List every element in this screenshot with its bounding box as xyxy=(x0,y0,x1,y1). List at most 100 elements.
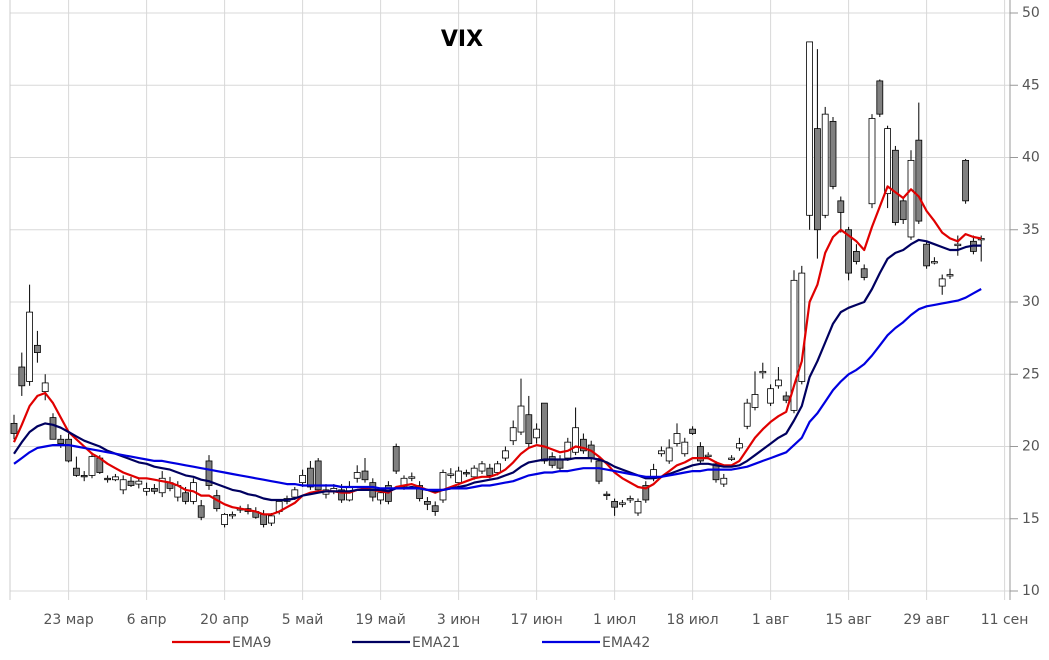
candle-body xyxy=(228,514,236,517)
candle-body xyxy=(150,488,158,492)
y-tick-label: 25 xyxy=(1022,366,1040,382)
candle-body xyxy=(541,402,548,462)
candle-body xyxy=(868,118,876,205)
x-tick-label: 19 май xyxy=(355,612,406,628)
candle-body xyxy=(494,463,502,473)
candle-body xyxy=(845,229,852,274)
candle-body xyxy=(182,492,190,502)
candle-body xyxy=(743,402,751,427)
candle-body xyxy=(306,467,314,488)
candle-body xyxy=(736,443,743,449)
candle-body xyxy=(548,456,556,466)
candle-body xyxy=(860,268,868,278)
y-tick-label: 20 xyxy=(1022,439,1040,455)
candle-body xyxy=(299,474,307,484)
candle-body xyxy=(400,477,408,488)
candle-body xyxy=(501,450,509,459)
x-tick-label: 17 июн xyxy=(510,612,562,628)
candle-body xyxy=(408,476,416,479)
candle-body xyxy=(291,489,299,498)
candle-body xyxy=(377,492,385,501)
candle-body xyxy=(423,501,431,505)
candle-body xyxy=(751,394,759,408)
candle-body xyxy=(338,489,346,501)
legend-label: EMA42 xyxy=(602,635,650,651)
x-tick-label: 23 мар xyxy=(43,612,93,628)
candle-body xyxy=(439,472,447,501)
y-tick-label: 50 xyxy=(1022,5,1040,21)
candle-body xyxy=(455,470,463,484)
ema-line xyxy=(13,238,982,502)
candle-body xyxy=(673,433,681,445)
candle-body xyxy=(509,427,517,442)
x-tick-label: 29 авг xyxy=(903,612,949,628)
ema-line xyxy=(13,288,982,491)
candle-body xyxy=(837,200,845,213)
candle-body xyxy=(806,41,813,216)
candle-body xyxy=(353,472,361,479)
candle-body xyxy=(486,467,494,476)
candle-body xyxy=(767,388,774,404)
x-tick-label: 3 июн xyxy=(437,612,480,628)
y-tick-label: 30 xyxy=(1022,294,1040,310)
candle-body xyxy=(720,477,728,485)
candle-body xyxy=(73,467,80,476)
candle-body xyxy=(892,149,899,223)
candle-body xyxy=(221,514,229,525)
candle-body xyxy=(462,472,470,475)
candle-body xyxy=(899,200,907,221)
candle-body xyxy=(361,470,369,481)
y-tick-label: 45 xyxy=(1022,77,1040,93)
candle-body xyxy=(938,278,946,287)
candle-body xyxy=(580,438,587,452)
candle-body xyxy=(915,139,923,222)
candle-body xyxy=(431,505,439,512)
x-tick-label: 15 авг xyxy=(825,612,871,628)
candle-body xyxy=(556,459,564,469)
candle-body xyxy=(572,427,579,453)
x-tick-label: 5 май xyxy=(282,612,324,628)
candle-body xyxy=(689,428,696,434)
candle-body xyxy=(143,488,151,492)
candle-body xyxy=(658,450,665,455)
candle-body xyxy=(923,243,930,267)
candle-body xyxy=(41,382,49,392)
candle-body xyxy=(112,476,119,481)
candle-body xyxy=(18,366,26,387)
y-tick-label: 40 xyxy=(1022,150,1040,166)
candle-body xyxy=(80,474,88,478)
candle-body xyxy=(954,243,962,247)
candle-body xyxy=(104,477,111,481)
candle-body xyxy=(626,498,634,501)
y-tick-label: 10 xyxy=(1022,583,1040,599)
candle-body xyxy=(267,515,275,524)
candle-body xyxy=(57,438,65,445)
candle-body xyxy=(884,128,891,195)
candle-body xyxy=(814,128,821,231)
candle-body xyxy=(782,395,790,401)
y-tick-label: 35 xyxy=(1022,222,1040,238)
candle-body xyxy=(759,370,767,374)
candle-body xyxy=(946,274,954,277)
candle-body xyxy=(642,485,650,501)
x-tick-label: 6 апр xyxy=(127,612,167,628)
candle-body xyxy=(525,414,533,445)
candle-body xyxy=(619,502,626,505)
candle-body xyxy=(416,485,424,499)
candle-body xyxy=(260,514,268,525)
candle-body xyxy=(853,251,860,262)
candle-body xyxy=(931,261,938,264)
candle-body xyxy=(392,446,400,472)
candle-body xyxy=(49,417,57,440)
candle-body xyxy=(775,379,782,387)
candle-body xyxy=(821,113,829,216)
ema-line xyxy=(12,185,982,516)
candle-body xyxy=(611,501,618,508)
candle-body xyxy=(681,441,689,455)
candle-body xyxy=(127,480,135,486)
candle-body xyxy=(314,460,322,491)
candle-body xyxy=(34,344,41,353)
chart-title: VIX xyxy=(441,27,483,52)
candle-body xyxy=(517,405,525,433)
